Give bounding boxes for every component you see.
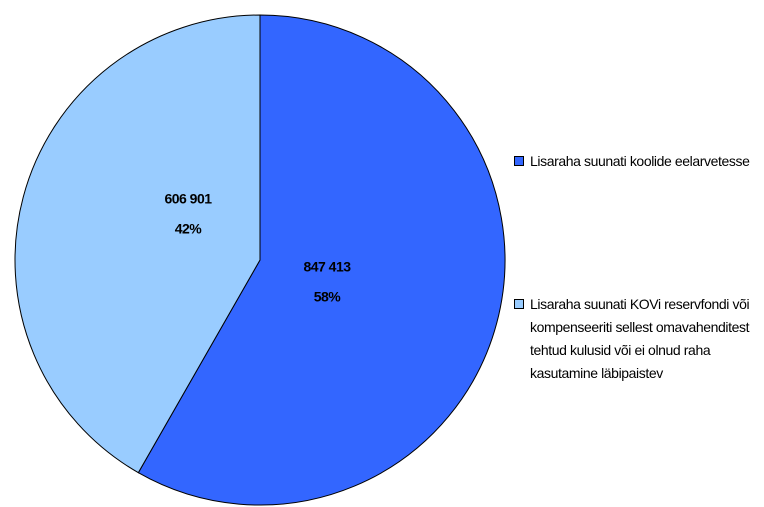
legend-label: Lisaraha suunati koolide eelarvetesse — [530, 153, 750, 169]
legend-item: Lisaraha suunati koolide eelarvetesse — [514, 150, 755, 173]
percent-label: 42% — [175, 221, 203, 237]
value-label: 847 413 — [303, 259, 351, 275]
value-label: 606 901 — [164, 191, 212, 207]
legend-swatch — [514, 299, 524, 309]
pie-slice — [14, 14, 261, 474]
pie-slice — [137, 14, 506, 506]
legend-item: Lisaraha suunati KOVi reservfondi või ko… — [514, 293, 755, 385]
legend-swatch — [514, 156, 524, 166]
percent-label: 58% — [314, 289, 342, 305]
legend-label: Lisaraha suunati KOVi reservfondi või ko… — [530, 296, 750, 381]
